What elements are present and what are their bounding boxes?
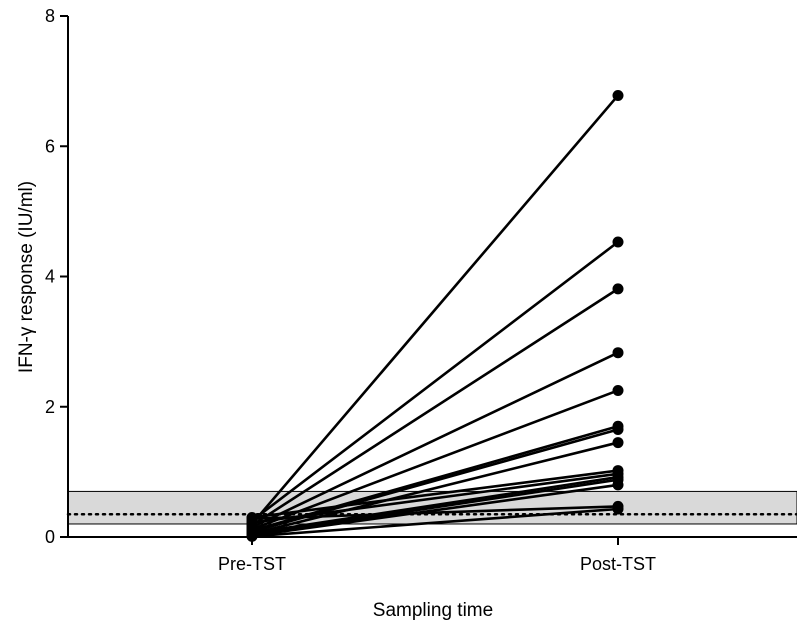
point-post-8	[612, 437, 624, 449]
y-tick-label-0: 0	[45, 527, 55, 547]
y-tick-label-4: 4	[45, 267, 55, 287]
x-tick-label-1: Pre-TST	[218, 554, 286, 574]
point-pre-14	[246, 513, 258, 525]
point-post-5	[612, 384, 624, 396]
y-axis-title: IFN-γ response (IU/ml)	[16, 181, 37, 373]
pair-line-6	[251, 425, 619, 532]
pair-line-11	[251, 475, 619, 535]
point-post-3	[612, 283, 624, 295]
reference-band-layer	[66, 490, 797, 525]
point-post-1	[612, 89, 624, 101]
pair-line-10	[251, 472, 619, 524]
pair-line-3	[251, 287, 619, 527]
pair-lines-layer	[251, 94, 619, 538]
x-axis-title: Sampling time	[373, 600, 493, 621]
pair-line-8	[251, 441, 619, 536]
pair-line-15	[251, 507, 619, 538]
pair-line-1	[251, 94, 619, 525]
point-post-13	[612, 479, 624, 491]
points-layer	[246, 89, 624, 542]
labels-layer: 0 2 4 6 8 Pre-TST Post-TST	[45, 6, 656, 574]
pair-line-13	[251, 483, 619, 537]
point-post-7	[612, 424, 624, 436]
y-tick-label-2: 2	[45, 397, 55, 417]
pair-line-9	[251, 469, 619, 519]
pair-line-2	[251, 240, 619, 522]
pair-line-12	[251, 478, 619, 537]
y-tick-label-6: 6	[45, 136, 55, 156]
pair-line-14	[251, 505, 619, 521]
y-tick-label-8: 8	[45, 6, 55, 26]
x-tick-label-2: Post-TST	[580, 554, 656, 574]
point-post-2	[612, 236, 624, 248]
axes-layer	[60, 15, 797, 545]
pair-line-5	[251, 389, 619, 531]
point-post-4	[612, 347, 624, 359]
point-post-15	[612, 503, 624, 515]
pair-line-4	[251, 351, 619, 529]
